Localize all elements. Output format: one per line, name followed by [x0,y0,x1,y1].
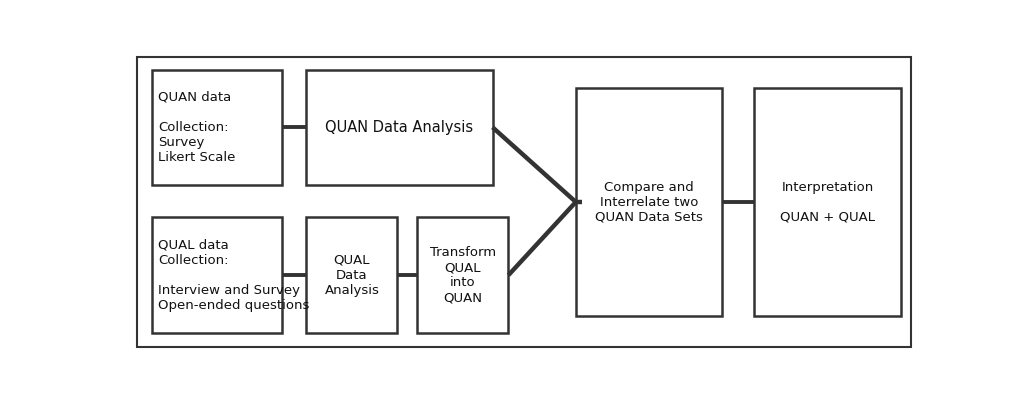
Bar [576,88,722,316]
Text: QUAL data
Collection:

Interview and Survey
Open-ended questions: QUAL data Collection: Interview and Surv… [158,239,309,312]
Text: QUAN data

Collection:
Survey
Likert Scale: QUAN data Collection: Survey Likert Scal… [158,91,235,164]
Bar [151,70,282,185]
Text: QUAL
Data
Analysis: QUAL Data Analysis [324,254,380,297]
Text: Compare and
Interrelate two
QUAN Data Sets: Compare and Interrelate two QUAN Data Se… [595,180,703,224]
Text: Transform
QUAL
into
QUAN: Transform QUAL into QUAN [430,246,496,304]
Bar [306,70,492,185]
Bar [151,218,282,333]
Text: Interpretation

QUAN + QUAL: Interpretation QUAN + QUAL [781,180,875,224]
Bar [417,218,508,333]
Bar [754,88,901,316]
Bar [306,218,398,333]
Text: QUAN Data Analysis: QUAN Data Analysis [325,120,474,135]
